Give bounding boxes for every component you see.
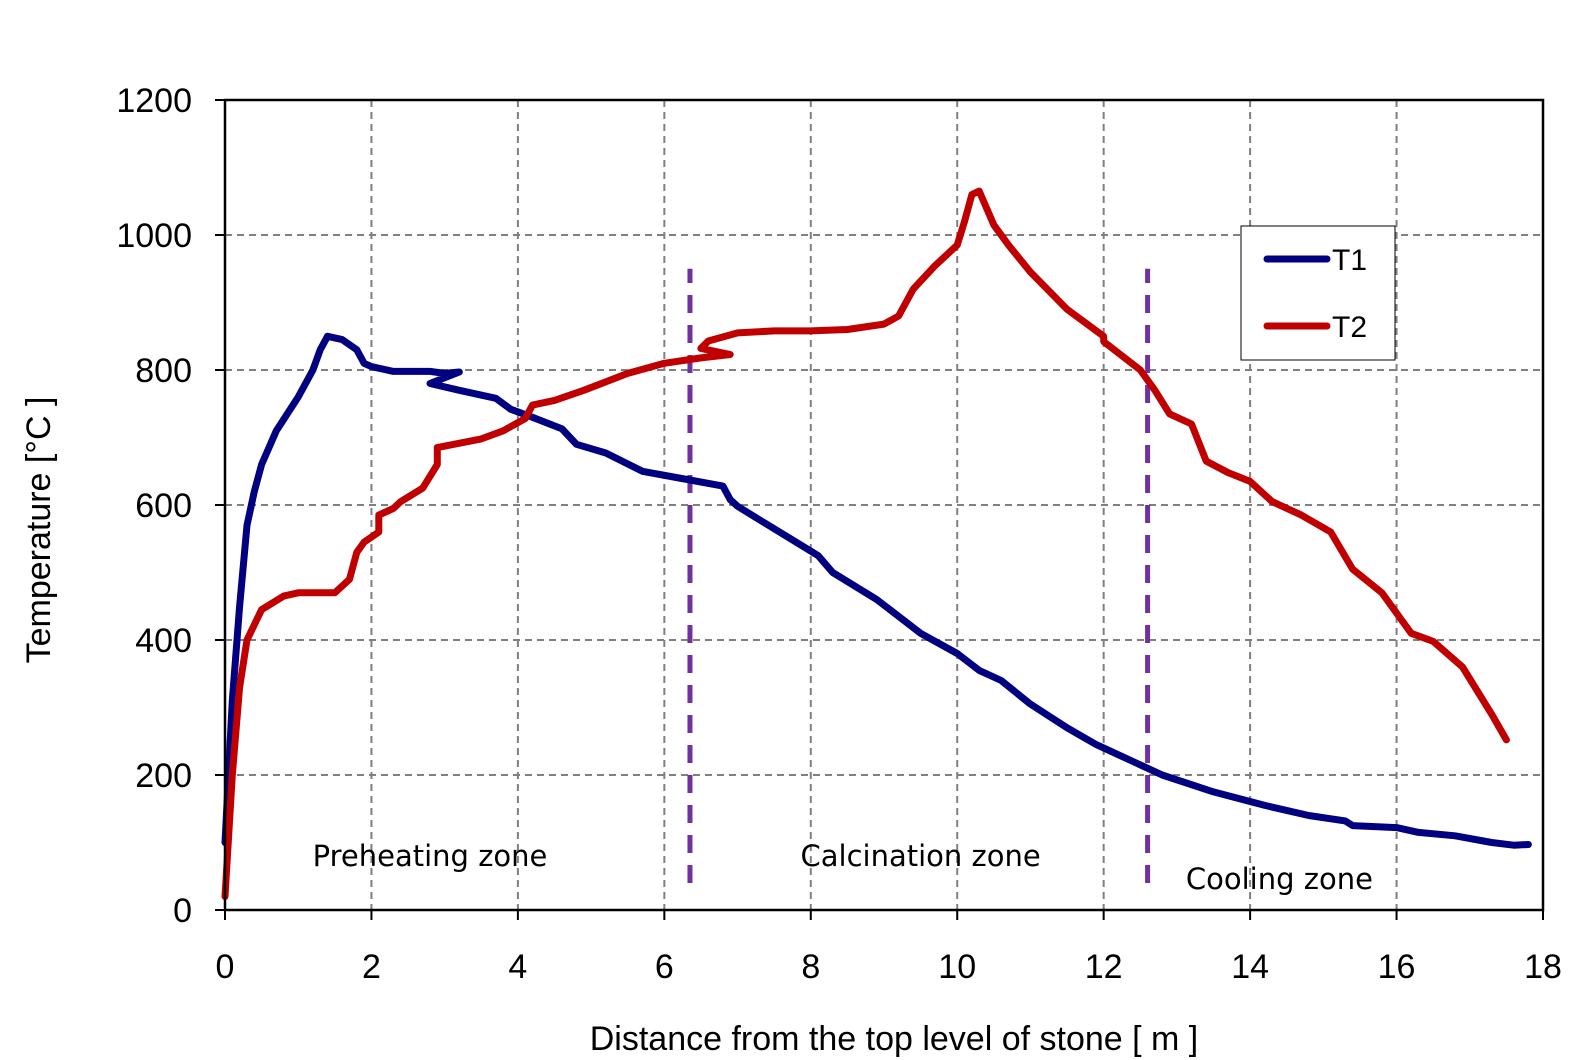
y-tick-label-1200: 1200: [116, 82, 192, 120]
data-series: [221, 187, 1532, 900]
legend-box: [1240, 225, 1396, 361]
x-tick-label-10: 10: [938, 948, 976, 986]
y-tick-label-0: 0: [173, 892, 192, 930]
x-tick-label-12: 12: [1085, 948, 1123, 986]
x-tick-label-0: 0: [216, 948, 235, 986]
legend-label-t2: T2: [1332, 311, 1367, 344]
y-tick-label-200: 200: [135, 757, 192, 795]
x-tick-label-14: 14: [1231, 948, 1269, 986]
y-tick-label-1000: 1000: [116, 217, 192, 255]
x-tick-label-6: 6: [655, 948, 674, 986]
y-tick-label-600: 600: [135, 487, 192, 525]
x-tick-label-4: 4: [508, 948, 527, 986]
x-tick-label-16: 16: [1378, 948, 1416, 986]
axis-ticks: 0 2 4 6 8 10 12 14 16 18 0 200 400 600 800 1000 1200: [116, 82, 1562, 986]
x-tick-label-18: 18: [1524, 948, 1562, 986]
series-line-t2: [221, 187, 1510, 900]
x-tick-label-2: 2: [362, 948, 381, 986]
zone-label-1: Calcination zone: [801, 839, 1041, 873]
y-tick-label-800: 800: [135, 352, 192, 390]
zone-annotations: Preheating zone Calcination zone Cooling z…: [313, 839, 1373, 896]
y-axis-title: Temperature [°C ]: [20, 397, 58, 664]
zone-label-2: Cooling zone: [1186, 862, 1373, 896]
x-axis-title: Distance from the top level of stone [ m…: [590, 1020, 1199, 1058]
x-tick-label-8: 8: [801, 948, 820, 986]
series-line-t1: [221, 332, 1532, 849]
legend: T1 T2: [1240, 225, 1396, 361]
zone-dividers: [687, 268, 1151, 883]
zone-label-0: Preheating zone: [313, 839, 548, 873]
legend-label-t1: T1: [1332, 244, 1367, 277]
y-tick-label-400: 400: [135, 622, 192, 660]
